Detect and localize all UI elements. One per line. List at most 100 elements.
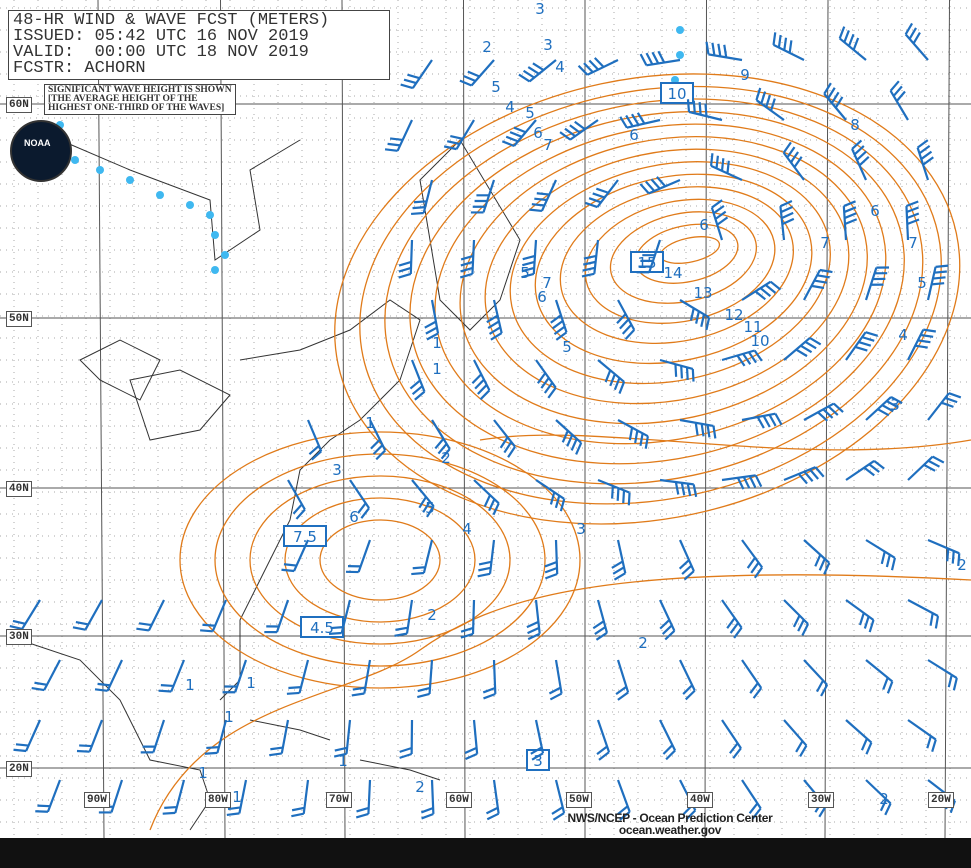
wind-barb bbox=[460, 599, 476, 639]
wind-barb bbox=[518, 59, 557, 83]
wind-barb-shape bbox=[443, 119, 475, 151]
wind-barb bbox=[659, 599, 676, 641]
wind-barb bbox=[721, 349, 763, 367]
wind-barb-shape bbox=[559, 119, 599, 141]
wind-barb bbox=[907, 599, 940, 629]
contour-label: 2 bbox=[427, 606, 437, 624]
wind-barb bbox=[741, 412, 783, 429]
wind-barb-shape bbox=[555, 419, 583, 455]
wind-barb bbox=[140, 719, 166, 754]
wind-barb-shape bbox=[577, 57, 619, 76]
wind-barb bbox=[611, 539, 627, 581]
lat-label-30n: 30N bbox=[6, 629, 32, 645]
wind-barb-shape bbox=[596, 719, 611, 761]
wind-barb-shape bbox=[845, 331, 879, 361]
wind-barb bbox=[905, 200, 920, 241]
wind-barb bbox=[803, 539, 831, 575]
wind-barb bbox=[636, 239, 662, 274]
contour-label: 1 bbox=[432, 334, 442, 352]
wind-barb bbox=[907, 455, 945, 481]
ice-edge-dot bbox=[206, 211, 214, 219]
wind-barb-shape bbox=[13, 719, 42, 753]
wave-contour bbox=[534, 173, 813, 365]
wind-barb bbox=[486, 299, 503, 341]
wave-max-label: 4.5 bbox=[310, 619, 334, 637]
contour-label: 2 bbox=[415, 778, 425, 796]
wind-barb-shape bbox=[530, 719, 545, 761]
wind-barb-shape bbox=[845, 460, 885, 481]
lon-label-40w: 40W bbox=[687, 792, 713, 808]
longitude-line bbox=[463, 0, 466, 839]
wave-contour bbox=[319, 519, 441, 601]
wind-barb bbox=[710, 199, 729, 241]
ice-edge-dot bbox=[676, 51, 684, 59]
wind-barb bbox=[464, 719, 479, 760]
wind-barb-shape bbox=[162, 779, 186, 815]
wind-barb bbox=[555, 419, 583, 455]
contour-label: 4 bbox=[898, 326, 908, 344]
coastline bbox=[129, 369, 231, 441]
wind-barb bbox=[851, 139, 870, 181]
contour-label: 2 bbox=[638, 634, 648, 652]
wind-barb-shape bbox=[486, 299, 503, 341]
wind-barb-shape bbox=[477, 539, 496, 578]
wind-barb-shape bbox=[518, 59, 557, 83]
wind-barb-shape bbox=[705, 41, 743, 62]
wind-barb-shape bbox=[783, 599, 810, 636]
wind-barb-shape bbox=[291, 779, 310, 818]
wind-barb-shape bbox=[783, 719, 808, 758]
wind-barb-shape bbox=[136, 599, 165, 632]
ice-edge-dot bbox=[71, 156, 79, 164]
wind-barb bbox=[686, 99, 723, 122]
wind-barb bbox=[76, 719, 104, 753]
contour-label: 9 bbox=[740, 66, 750, 84]
wind-barb bbox=[845, 599, 875, 633]
wave-contour bbox=[434, 123, 887, 445]
lon-label-80w: 80W bbox=[205, 792, 231, 808]
wind-barb-shape bbox=[460, 599, 476, 639]
wind-barb bbox=[721, 719, 742, 759]
wind-barb bbox=[741, 779, 762, 819]
wind-barb bbox=[287, 479, 306, 520]
contour-label: 2 bbox=[879, 790, 889, 808]
lon-label-90w: 90W bbox=[84, 792, 110, 808]
ice-edge-dot bbox=[126, 176, 134, 184]
wind-barb bbox=[526, 599, 541, 641]
wind-barb-shape bbox=[709, 153, 743, 182]
wind-barb-shape bbox=[400, 59, 433, 90]
wind-barb-shape bbox=[659, 478, 698, 498]
wind-barb-shape bbox=[482, 659, 497, 700]
wave-max-label: 3 bbox=[533, 752, 543, 770]
wind-barb-shape bbox=[721, 474, 763, 490]
wind-barb bbox=[544, 539, 559, 580]
wind-barb bbox=[459, 59, 495, 87]
wind-barb bbox=[845, 331, 879, 361]
wind-barb-shape bbox=[431, 419, 451, 460]
wind-barb bbox=[399, 719, 414, 759]
wave-contour bbox=[249, 475, 511, 645]
wind-barb bbox=[548, 659, 563, 701]
wind-barb bbox=[803, 268, 833, 301]
wind-barb-shape bbox=[158, 659, 186, 693]
wind-barb bbox=[741, 280, 782, 301]
wind-barb bbox=[493, 419, 516, 458]
wind-barb-shape bbox=[686, 99, 723, 122]
wind-barb-shape bbox=[845, 599, 875, 633]
wind-barb-shape bbox=[521, 239, 538, 279]
wind-barb-shape bbox=[927, 392, 962, 421]
wind-barb bbox=[782, 141, 805, 181]
contour-label: 14 bbox=[663, 264, 682, 282]
contour-label: 3 bbox=[543, 36, 553, 54]
wind-barb bbox=[333, 719, 352, 758]
contour-label: 5 bbox=[520, 264, 530, 282]
wind-barb-shape bbox=[838, 26, 867, 61]
contour-label: 1 bbox=[224, 708, 234, 726]
wind-barb-shape bbox=[548, 659, 563, 701]
wave-contour bbox=[359, 85, 942, 505]
wave-contour bbox=[559, 186, 794, 344]
wind-barb bbox=[779, 199, 795, 241]
wind-barb-shape bbox=[286, 659, 310, 695]
wave-max-label: 7.5 bbox=[293, 528, 317, 546]
